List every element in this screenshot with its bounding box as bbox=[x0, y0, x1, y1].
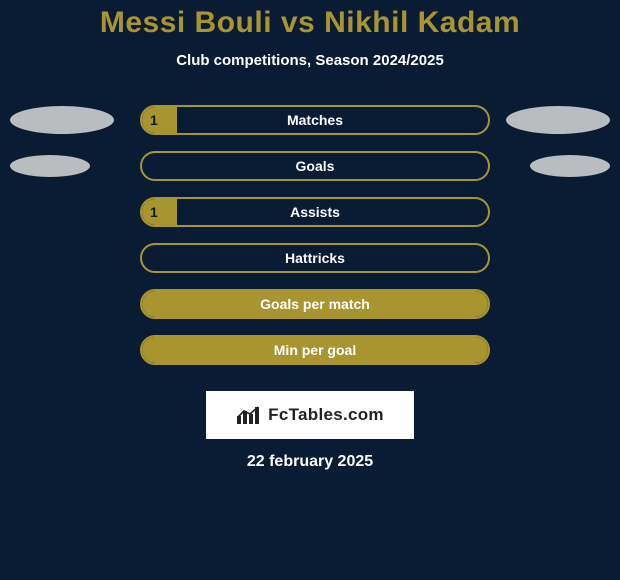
stat-value-left: 0 bbox=[150, 151, 158, 181]
stat-row: Goals per match bbox=[0, 281, 620, 327]
stat-bar: Hattricks bbox=[140, 243, 490, 273]
stat-row: Goals0 bbox=[0, 143, 620, 189]
stat-label: Hattricks bbox=[142, 245, 488, 271]
player1-photo-placeholder bbox=[10, 106, 114, 134]
stat-row: Min per goal bbox=[0, 327, 620, 373]
stat-bar-fill bbox=[142, 199, 177, 225]
player2-photo-placeholder bbox=[506, 106, 610, 134]
date-label: 22 february 2025 bbox=[0, 453, 620, 471]
stat-bar: Goals bbox=[140, 151, 490, 181]
vs-separator: vs bbox=[281, 6, 315, 39]
stat-row: Hattricks0 bbox=[0, 235, 620, 281]
brand-text: FcTables.com bbox=[268, 405, 384, 425]
stat-value-left: 0 bbox=[150, 243, 158, 273]
stat-bar-fill bbox=[142, 291, 488, 317]
comparison-card: Messi Bouli vs Nikhil Kadam Club competi… bbox=[0, 0, 620, 580]
brand-badge: FcTables.com bbox=[206, 391, 414, 439]
stat-bar: Assists bbox=[140, 197, 490, 227]
player1-photo-placeholder bbox=[10, 155, 90, 177]
stat-bar: Goals per match bbox=[140, 289, 490, 319]
stat-bar: Min per goal bbox=[140, 335, 490, 365]
stat-bar-fill bbox=[142, 337, 488, 363]
stat-row: Assists1 bbox=[0, 189, 620, 235]
stat-label: Matches bbox=[142, 107, 488, 133]
page-title: Messi Bouli vs Nikhil Kadam bbox=[0, 6, 620, 40]
stat-label: Assists bbox=[142, 199, 488, 225]
stat-label: Goals bbox=[142, 153, 488, 179]
player2-photo-placeholder bbox=[530, 155, 610, 177]
stat-bar-fill bbox=[142, 107, 177, 133]
stat-value-left: 1 bbox=[150, 105, 158, 135]
player2-name: Nikhil Kadam bbox=[324, 6, 520, 39]
brand-bars-icon bbox=[236, 405, 262, 425]
player1-name: Messi Bouli bbox=[100, 6, 272, 39]
stat-bar: Matches bbox=[140, 105, 490, 135]
subtitle: Club competitions, Season 2024/2025 bbox=[0, 52, 620, 69]
stat-row: Matches1 bbox=[0, 97, 620, 143]
stat-value-left: 1 bbox=[150, 197, 158, 227]
stat-rows: Matches1Goals0Assists1Hattricks0Goals pe… bbox=[0, 97, 620, 373]
